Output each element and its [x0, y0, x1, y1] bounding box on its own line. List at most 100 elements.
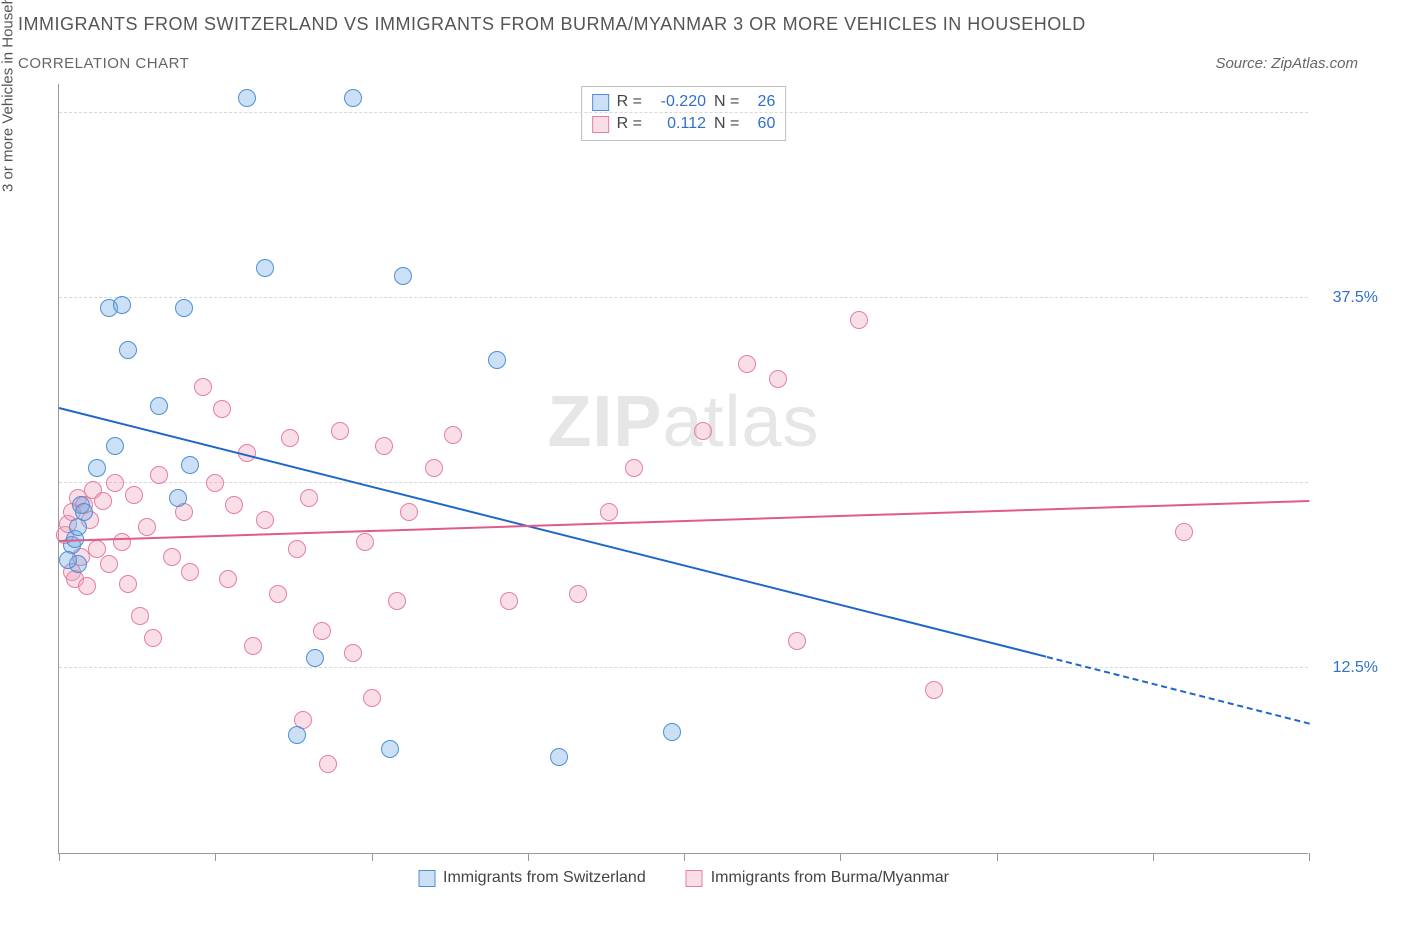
- source-attribution: Source: ZipAtlas.com: [1215, 55, 1388, 72]
- data-point: [500, 592, 518, 610]
- y-tick-label: 12.5%: [1318, 659, 1378, 677]
- data-point: [488, 351, 506, 369]
- data-point: [206, 474, 224, 492]
- data-point: [663, 723, 681, 741]
- data-point: [131, 607, 149, 625]
- data-point: [381, 740, 399, 758]
- data-point: [625, 459, 643, 477]
- data-point: [256, 259, 274, 277]
- correlation-legend: R = -0.220 N = 26 R = 0.112 N = 60: [581, 86, 787, 141]
- data-point: [388, 592, 406, 610]
- data-point: [225, 496, 243, 514]
- data-point: [119, 341, 137, 359]
- x-tick: [528, 853, 529, 861]
- legend-item-a: Immigrants from Switzerland: [418, 869, 646, 887]
- data-point: [78, 577, 96, 595]
- data-point: [1175, 523, 1193, 541]
- x-tick: [1153, 853, 1154, 861]
- data-point: [113, 533, 131, 551]
- legend-item-b: Immigrants from Burma/Myanmar: [686, 869, 949, 887]
- data-point: [550, 748, 568, 766]
- data-point: [119, 575, 137, 593]
- data-point: [106, 474, 124, 492]
- data-point: [100, 555, 118, 573]
- data-point: [425, 459, 443, 477]
- legend-row-b: R = 0.112 N = 60: [592, 113, 776, 135]
- data-point: [306, 649, 324, 667]
- data-point: [256, 511, 274, 529]
- data-point: [213, 400, 231, 418]
- data-point: [138, 518, 156, 536]
- data-point: [169, 489, 187, 507]
- data-point: [569, 585, 587, 603]
- trend-line: [59, 500, 1309, 542]
- data-point: [444, 426, 462, 444]
- data-point: [600, 503, 618, 521]
- swatch-series-a-icon: [418, 870, 435, 887]
- data-point: [319, 755, 337, 773]
- data-point: [244, 637, 262, 655]
- data-point: [88, 459, 106, 477]
- grid-line: [59, 112, 1308, 113]
- data-point: [181, 563, 199, 581]
- scatter-plot: ZIPatlas R = -0.220 N = 26 R = 0.112 N =…: [58, 84, 1308, 854]
- trend-line: [59, 407, 1047, 658]
- data-point: [150, 397, 168, 415]
- data-point: [738, 355, 756, 373]
- data-point: [181, 456, 199, 474]
- legend-row-a: R = -0.220 N = 26: [592, 91, 776, 113]
- y-tick-label: 37.5%: [1318, 289, 1378, 307]
- data-point: [400, 503, 418, 521]
- series-legend: Immigrants from Switzerland Immigrants f…: [418, 869, 949, 887]
- x-tick: [59, 853, 60, 861]
- data-point: [313, 622, 331, 640]
- data-point: [94, 492, 112, 510]
- swatch-series-a: [592, 94, 609, 111]
- data-point: [281, 429, 299, 447]
- x-tick: [997, 853, 998, 861]
- chart-subtitle: CORRELATION CHART: [18, 55, 189, 72]
- grid-line: [59, 297, 1308, 298]
- data-point: [113, 296, 131, 314]
- watermark: ZIPatlas: [547, 381, 819, 463]
- data-point: [88, 540, 106, 558]
- trend-line: [1046, 656, 1309, 725]
- data-point: [331, 422, 349, 440]
- data-point: [344, 644, 362, 662]
- data-point: [356, 533, 374, 551]
- x-tick: [684, 853, 685, 861]
- data-point: [219, 570, 237, 588]
- data-point: [769, 370, 787, 388]
- data-point: [125, 486, 143, 504]
- data-point: [694, 422, 712, 440]
- swatch-series-b-icon: [686, 870, 703, 887]
- data-point: [788, 632, 806, 650]
- data-point: [144, 629, 162, 647]
- data-point: [363, 689, 381, 707]
- y-axis-label: 3 or more Vehicles in Household: [0, 0, 17, 192]
- chart-title: IMMIGRANTS FROM SWITZERLAND VS IMMIGRANT…: [18, 14, 1388, 35]
- data-point: [850, 311, 868, 329]
- data-point: [269, 585, 287, 603]
- data-point: [106, 437, 124, 455]
- data-point: [375, 437, 393, 455]
- grid-line: [59, 482, 1308, 483]
- data-point: [175, 299, 193, 317]
- x-tick: [1309, 853, 1310, 861]
- swatch-series-b: [592, 116, 609, 133]
- x-tick: [840, 853, 841, 861]
- data-point: [288, 726, 306, 744]
- data-point: [288, 540, 306, 558]
- data-point: [925, 681, 943, 699]
- data-point: [300, 489, 318, 507]
- data-point: [344, 89, 362, 107]
- data-point: [194, 378, 212, 396]
- x-tick: [372, 853, 373, 861]
- data-point: [150, 466, 168, 484]
- grid-line: [59, 667, 1308, 668]
- data-point: [394, 267, 412, 285]
- data-point: [59, 551, 77, 569]
- data-point: [163, 548, 181, 566]
- data-point: [75, 503, 93, 521]
- x-tick: [215, 853, 216, 861]
